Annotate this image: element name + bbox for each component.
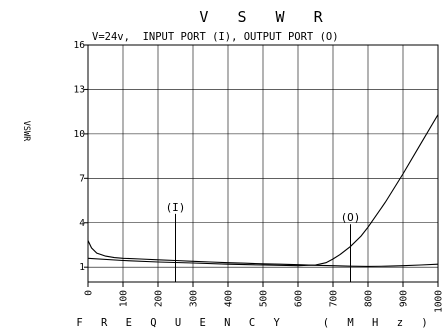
- annotations: (I) (O): [166, 201, 361, 282]
- annotation-label: (I): [166, 201, 186, 214]
- y-tick-label: 13: [74, 84, 85, 95]
- x-tick-label: 100: [119, 290, 130, 307]
- ticks: 0 100 200 300 400 500 600 700 800 900 1000 1 4 7 10 13 1…: [74, 40, 445, 313]
- chart-subtitle: V=24v, INPUT PORT (I), OUTPUT PORT (O): [92, 31, 339, 43]
- series-lines: [87, 114, 439, 267]
- x-tick-label: 200: [154, 290, 165, 307]
- y-tick-label: 7: [79, 173, 85, 184]
- y-tick-label: 10: [74, 129, 86, 140]
- x-tick-label: 800: [364, 290, 375, 307]
- x-axis-label: F R E Q U E N C Y ( M H z ): [76, 317, 433, 329]
- grid: [88, 45, 438, 282]
- plot-frame: [87, 44, 439, 283]
- x-tick-label: 1000: [434, 290, 445, 313]
- y-tick-label: 16: [74, 40, 86, 51]
- x-tick-label: 700: [329, 290, 340, 307]
- x-tick-label: 400: [224, 290, 235, 307]
- annotation-label: (O): [341, 211, 361, 224]
- chart-title: V S W R: [199, 8, 332, 26]
- x-tick-label: 900: [399, 290, 410, 307]
- y-tick-label: 1: [79, 262, 85, 273]
- y-axis-label: VSWR: [21, 121, 31, 142]
- y-tick-label: 4: [79, 218, 85, 229]
- x-tick-label: 600: [294, 290, 305, 307]
- x-tick-label: 0: [84, 290, 95, 296]
- series-line-o: [87, 114, 439, 267]
- x-tick-label: 300: [189, 290, 200, 307]
- series-line-i: [87, 240, 439, 267]
- x-tick-label: 500: [259, 290, 270, 307]
